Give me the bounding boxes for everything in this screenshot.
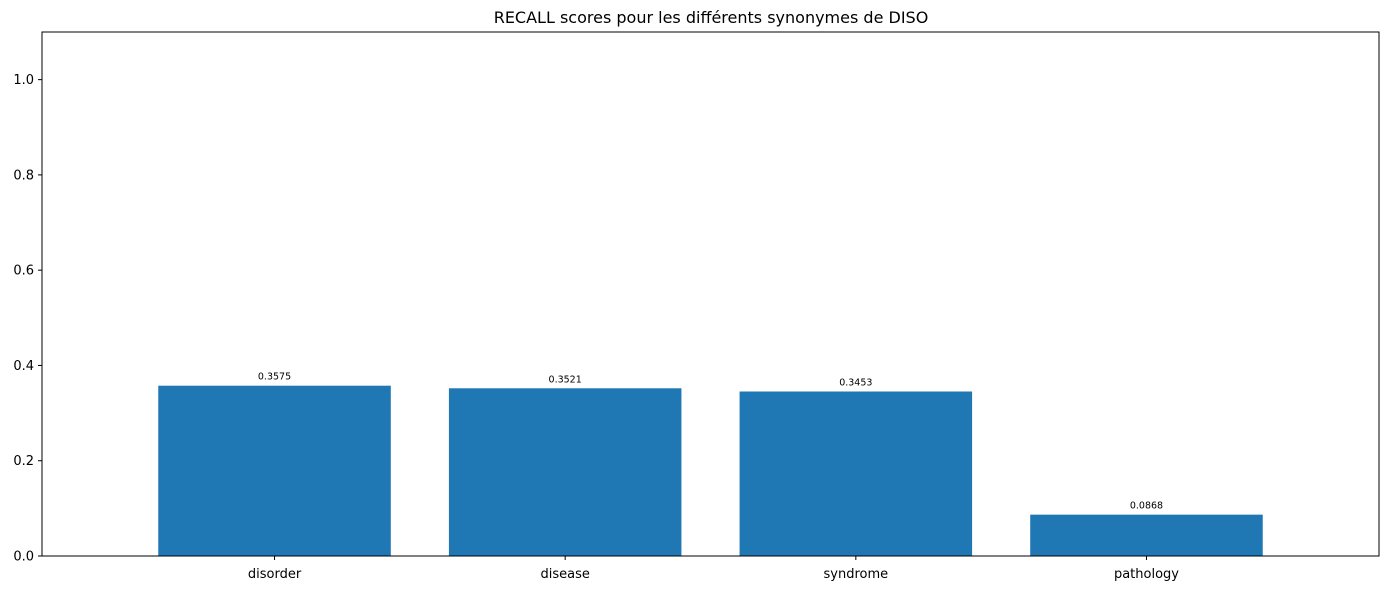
bar-pathology (1030, 514, 1263, 556)
x-tick-label-disease: disease (540, 567, 589, 582)
bar-disorder (158, 385, 391, 556)
chart-title: RECALL scores pour les différents synony… (494, 8, 929, 27)
bar-value-label-disorder: 0.3575 (258, 372, 291, 383)
bar-value-label-syndrome: 0.3453 (839, 378, 872, 389)
y-tick-label: 0.8 (13, 168, 34, 183)
bar-value-label-pathology: 0.0868 (1130, 501, 1163, 512)
y-tick-label: 0.6 (13, 264, 34, 279)
bar-labels-layer: 0.3575 0.3521 0.3453 0.0868 (258, 372, 1163, 512)
y-tick-label: 0.2 (13, 454, 34, 469)
bar-value-label-disease: 0.3521 (549, 374, 582, 385)
bars-layer (158, 385, 1263, 556)
x-tick-label-disorder: disorder (248, 567, 302, 582)
plot-frame (41, 31, 1380, 557)
y-tick-label: 1.0 (13, 73, 34, 88)
y-axis: 0.0 0.2 0.4 0.6 0.8 1.0 (13, 73, 42, 565)
y-tick-label: 0.0 (13, 550, 34, 565)
x-axis: disorder disease syndrome pathology (248, 556, 1179, 582)
x-tick-label-pathology: pathology (1114, 567, 1179, 582)
x-tick-label-syndrome: syndrome (824, 567, 889, 582)
y-tick-label: 0.4 (13, 359, 34, 374)
bar-syndrome (739, 391, 973, 556)
bar-disease (448, 388, 682, 556)
